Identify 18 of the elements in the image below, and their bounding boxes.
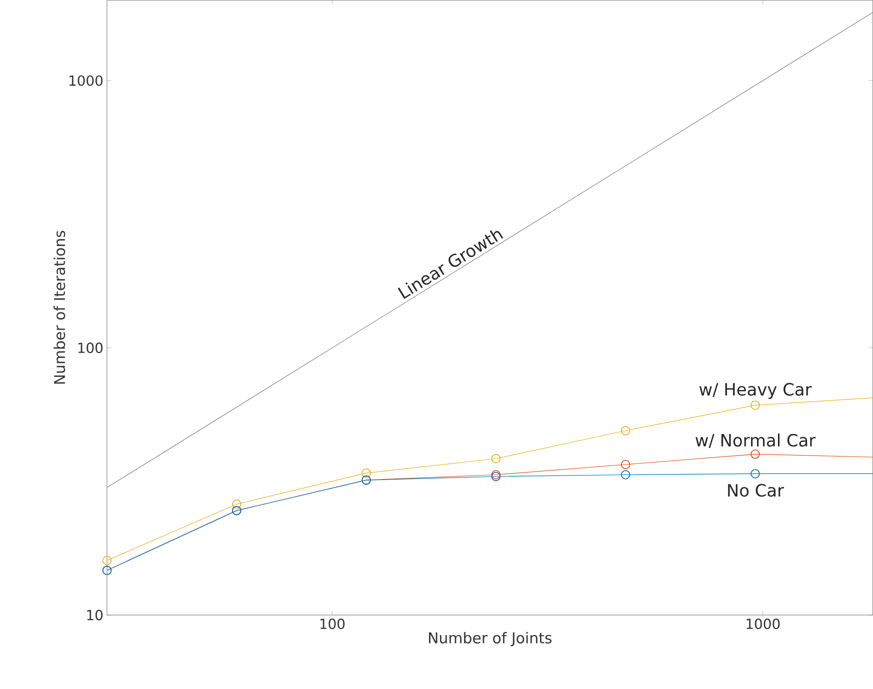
point — [620, 426, 630, 436]
series-label: No Car — [728, 484, 784, 497]
point — [750, 450, 760, 459]
series-label: w/ Normal Car — [696, 434, 816, 448]
point — [620, 470, 630, 480]
point — [102, 556, 112, 566]
x-axis-title: Number of Joints — [429, 632, 552, 646]
y-tick-label: 100 — [78, 342, 103, 354]
point — [491, 454, 501, 464]
point — [620, 460, 630, 470]
series-label: w/ Heavy Car — [699, 382, 812, 399]
point — [750, 400, 760, 410]
point — [750, 469, 760, 478]
y-axis-title: Number of Iterations — [54, 230, 66, 384]
point — [362, 468, 371, 478]
y-tick-label: 10 — [87, 610, 103, 620]
point — [232, 500, 242, 509]
y-tick-label: 1000 — [70, 75, 103, 86]
